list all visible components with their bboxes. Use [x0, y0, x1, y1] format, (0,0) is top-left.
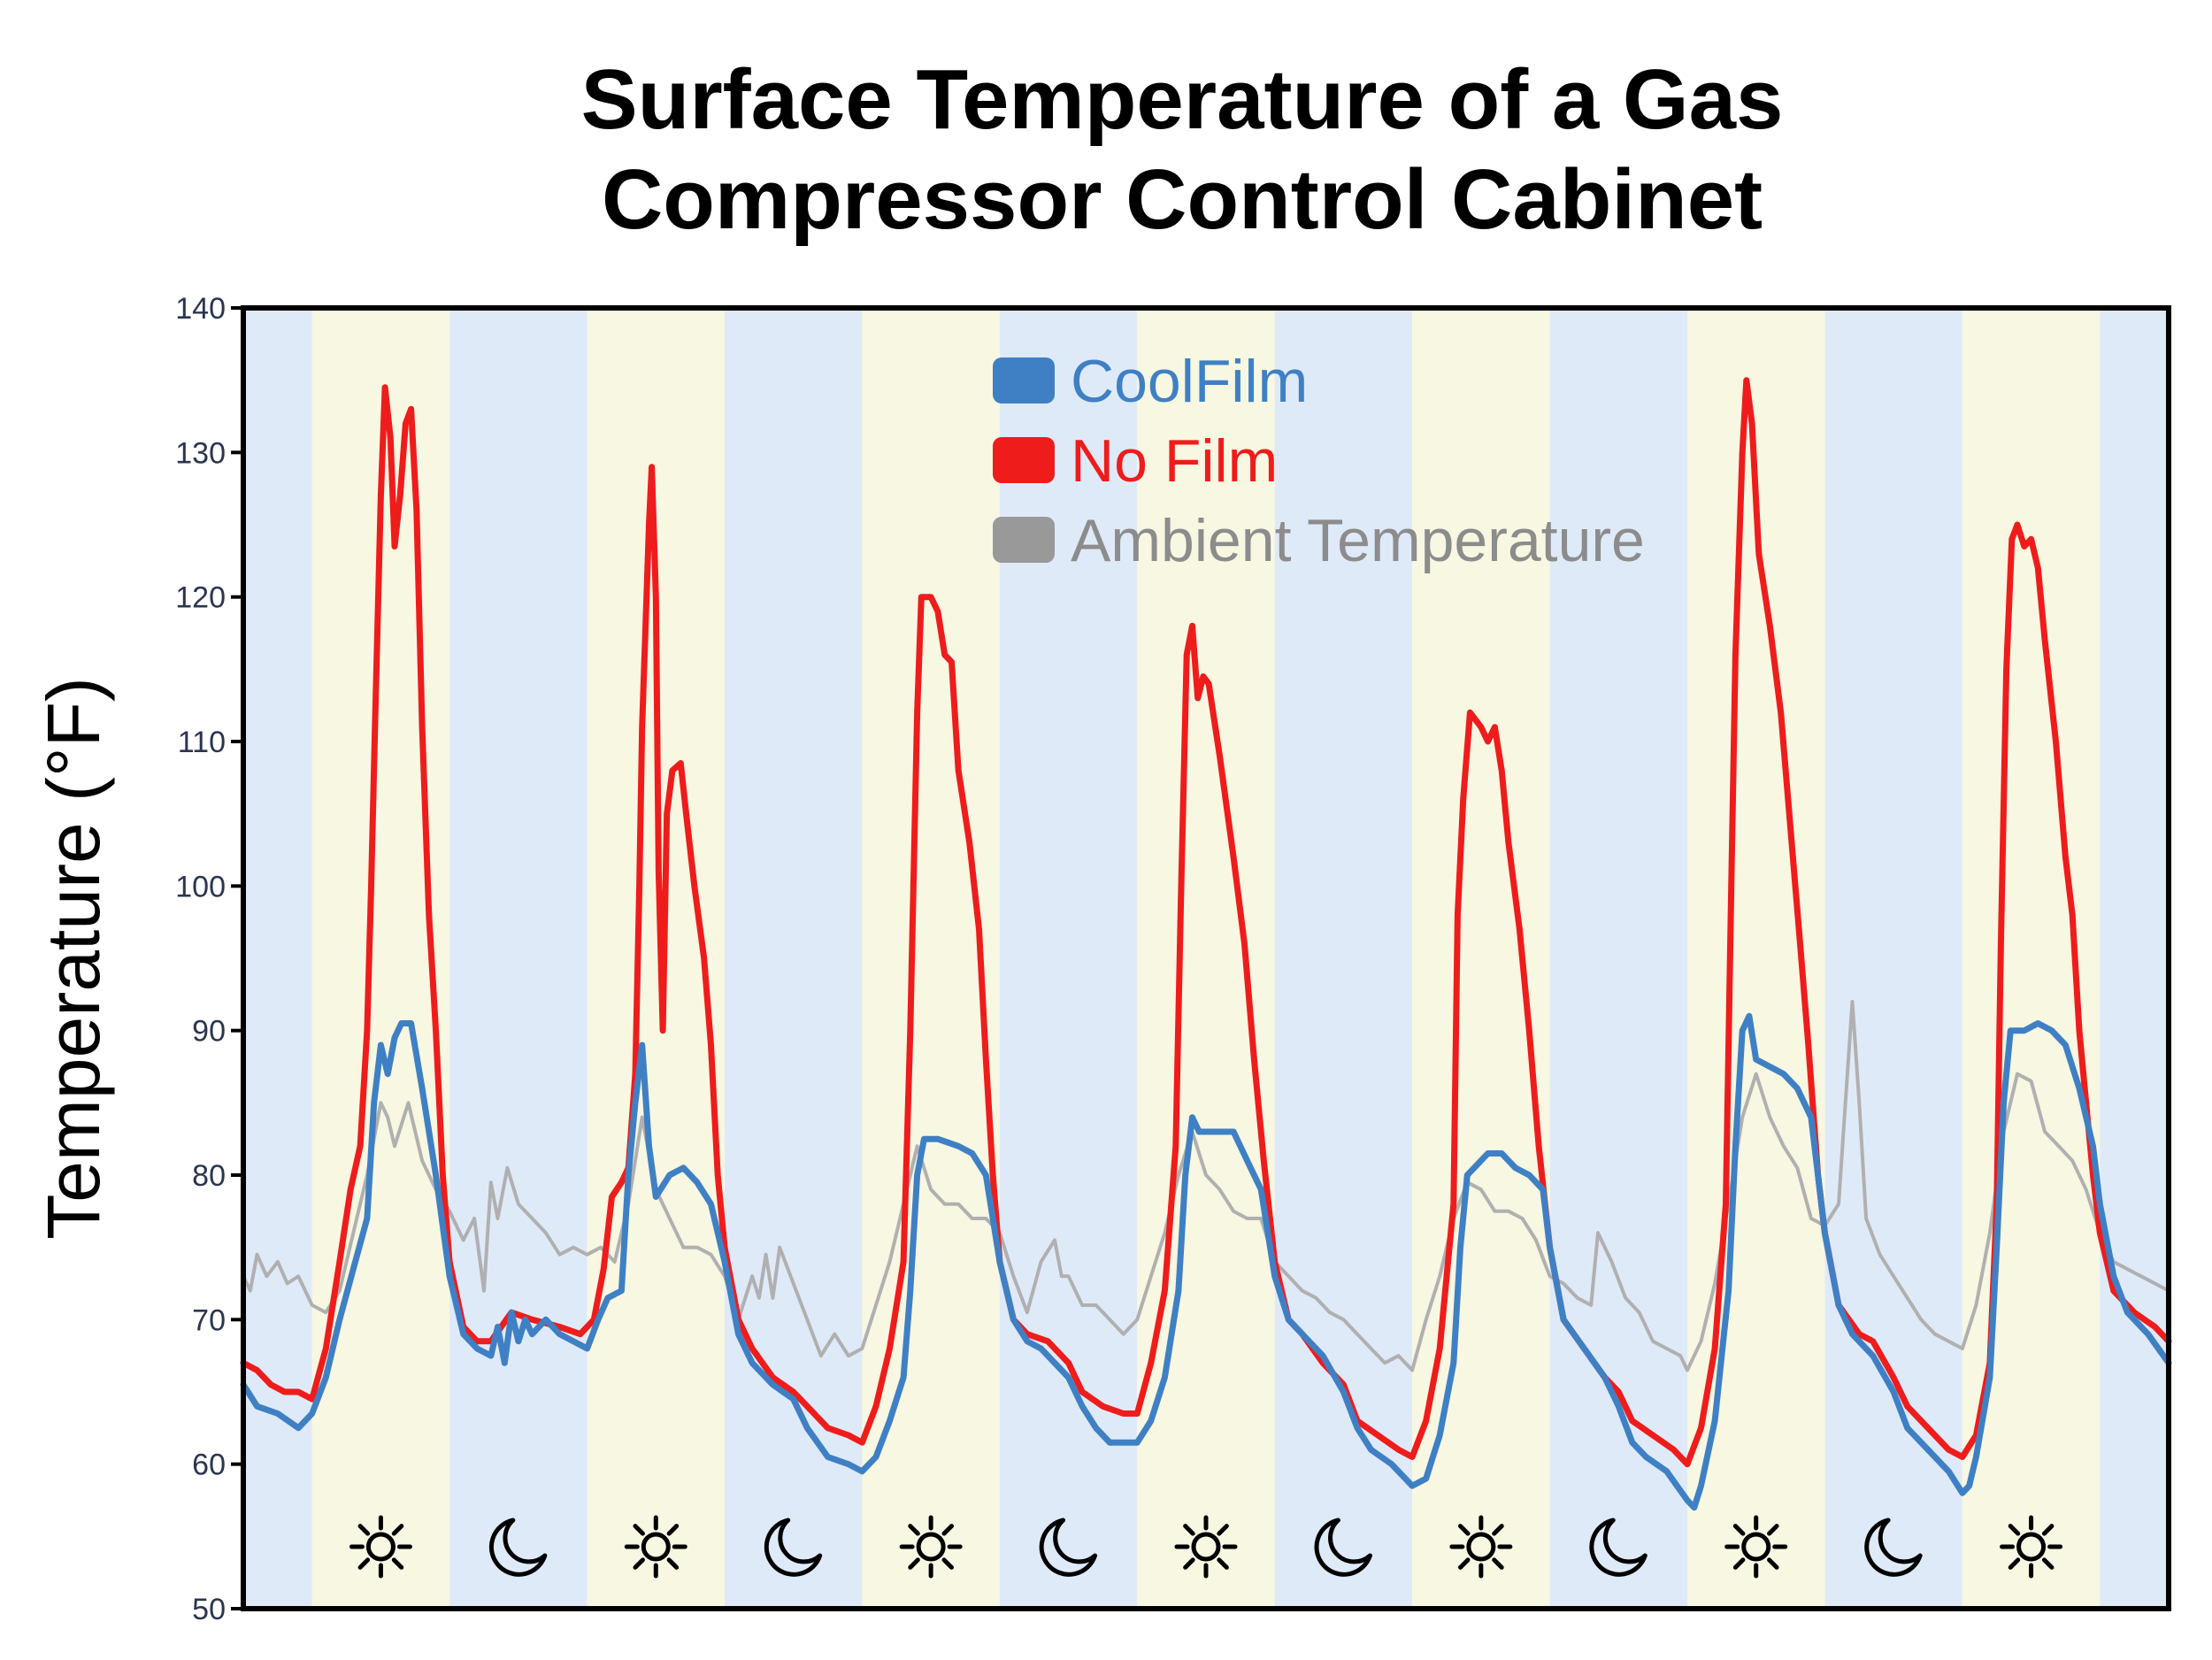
- night-band: [1274, 308, 1413, 1609]
- y-tick-label: 100: [175, 870, 226, 903]
- moon-icon: [1864, 1518, 1923, 1577]
- sun-icon: [899, 1515, 963, 1579]
- legend-swatch: [993, 357, 1055, 403]
- sun-icon: [2000, 1515, 2063, 1579]
- y-tick-label: 130: [175, 436, 226, 470]
- y-tick-label: 110: [178, 726, 226, 759]
- plot-frame: [241, 305, 2171, 1611]
- legend-label: No Film: [1071, 427, 1278, 495]
- chart-title-line-2: Compressor Control Cabinet: [602, 152, 1763, 247]
- day-band: [1412, 308, 1550, 1609]
- night-band: [1824, 308, 1962, 1609]
- y-tick-label: 50: [192, 1593, 226, 1626]
- y-tick-label: 70: [192, 1303, 226, 1337]
- y-tick-label: 60: [192, 1449, 226, 1482]
- legend-label: CoolFilm: [1071, 348, 1308, 415]
- y-axis-label: Temperature (°F): [32, 677, 115, 1240]
- series-lines: [240, 377, 2172, 1511]
- night-band: [2100, 308, 2169, 1609]
- legend-label: Ambient Temperature: [1071, 507, 1645, 574]
- sun-icon: [1449, 1515, 1513, 1579]
- period-icons: [349, 1515, 2063, 1579]
- legend-item: Ambient Temperature: [993, 507, 1645, 574]
- moon-icon: [764, 1518, 823, 1577]
- series-line-coolfilm: [240, 1012, 2172, 1511]
- y-tick-label: 80: [192, 1159, 226, 1193]
- chart-title-line-1: Surface Temperature of a Gas: [581, 52, 1784, 147]
- day-night-bands: [243, 308, 2169, 1609]
- sun-icon: [349, 1515, 412, 1579]
- moon-icon: [1314, 1518, 1372, 1577]
- day-band: [862, 308, 1000, 1609]
- sun-icon: [1724, 1515, 1788, 1579]
- moon-icon: [1039, 1518, 1098, 1577]
- legend: CoolFilm No Film Ambient Temperature: [993, 348, 1645, 574]
- y-tick-label: 140: [175, 292, 226, 326]
- y-axis-ticks: 50 60 70 80 90 100 110 120 130 140: [175, 292, 243, 1626]
- night-band: [725, 308, 863, 1609]
- legend-swatch: [993, 437, 1055, 483]
- moon-icon: [488, 1518, 548, 1577]
- sun-icon: [624, 1515, 687, 1579]
- day-band: [1137, 308, 1275, 1609]
- legend-swatch: [993, 517, 1055, 563]
- y-tick-label: 90: [192, 1015, 226, 1049]
- legend-item: CoolFilm: [993, 348, 1308, 415]
- moon-icon: [1589, 1518, 1647, 1577]
- night-band: [449, 308, 588, 1609]
- y-tick-label: 120: [175, 581, 226, 615]
- legend-item: No Film: [993, 427, 1278, 495]
- sun-icon: [1174, 1515, 1238, 1579]
